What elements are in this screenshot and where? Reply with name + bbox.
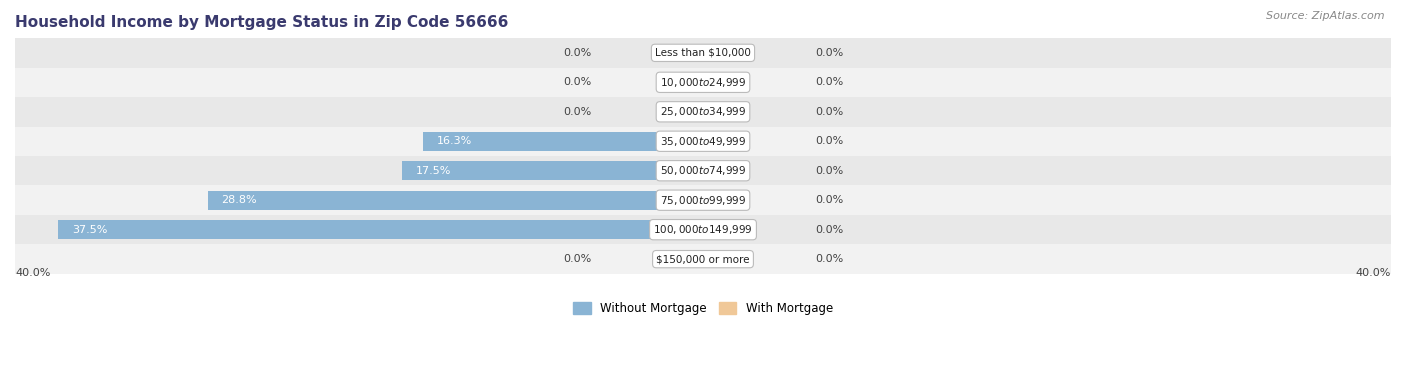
Text: $100,000 to $149,999: $100,000 to $149,999 — [654, 223, 752, 236]
Text: 0.0%: 0.0% — [562, 48, 591, 58]
Text: 0.0%: 0.0% — [815, 166, 844, 176]
Text: 0.0%: 0.0% — [815, 195, 844, 205]
Bar — [15, 156, 1391, 185]
Bar — [208, 191, 703, 210]
Text: 0.0%: 0.0% — [815, 48, 844, 58]
Text: 28.8%: 28.8% — [221, 195, 257, 205]
Text: Less than $10,000: Less than $10,000 — [655, 48, 751, 58]
Text: 17.5%: 17.5% — [416, 166, 451, 176]
Text: 40.0%: 40.0% — [1355, 268, 1391, 278]
Bar — [15, 244, 1391, 274]
Bar — [15, 127, 1391, 156]
Text: Household Income by Mortgage Status in Zip Code 56666: Household Income by Mortgage Status in Z… — [15, 15, 509, 30]
Text: $35,000 to $49,999: $35,000 to $49,999 — [659, 135, 747, 148]
Text: 37.5%: 37.5% — [72, 225, 107, 234]
Text: 40.0%: 40.0% — [15, 268, 51, 278]
Text: $150,000 or more: $150,000 or more — [657, 254, 749, 264]
Bar — [15, 97, 1391, 127]
Text: 0.0%: 0.0% — [815, 107, 844, 117]
Text: $50,000 to $74,999: $50,000 to $74,999 — [659, 164, 747, 177]
Bar — [15, 215, 1391, 244]
Text: 0.0%: 0.0% — [562, 77, 591, 87]
Bar — [423, 132, 703, 151]
Bar — [15, 185, 1391, 215]
Legend: Without Mortgage, With Mortgage: Without Mortgage, With Mortgage — [568, 297, 838, 320]
Bar — [15, 67, 1391, 97]
Text: 16.3%: 16.3% — [436, 136, 471, 146]
Bar — [402, 161, 703, 180]
Bar — [58, 220, 703, 239]
Text: 0.0%: 0.0% — [815, 254, 844, 264]
Text: 0.0%: 0.0% — [562, 254, 591, 264]
Text: $25,000 to $34,999: $25,000 to $34,999 — [659, 105, 747, 118]
Text: $10,000 to $24,999: $10,000 to $24,999 — [659, 76, 747, 89]
Text: 0.0%: 0.0% — [815, 225, 844, 234]
Text: $75,000 to $99,999: $75,000 to $99,999 — [659, 194, 747, 207]
Text: 0.0%: 0.0% — [815, 77, 844, 87]
Text: Source: ZipAtlas.com: Source: ZipAtlas.com — [1267, 11, 1385, 21]
Bar — [15, 38, 1391, 67]
Text: 0.0%: 0.0% — [815, 136, 844, 146]
Text: 0.0%: 0.0% — [562, 107, 591, 117]
